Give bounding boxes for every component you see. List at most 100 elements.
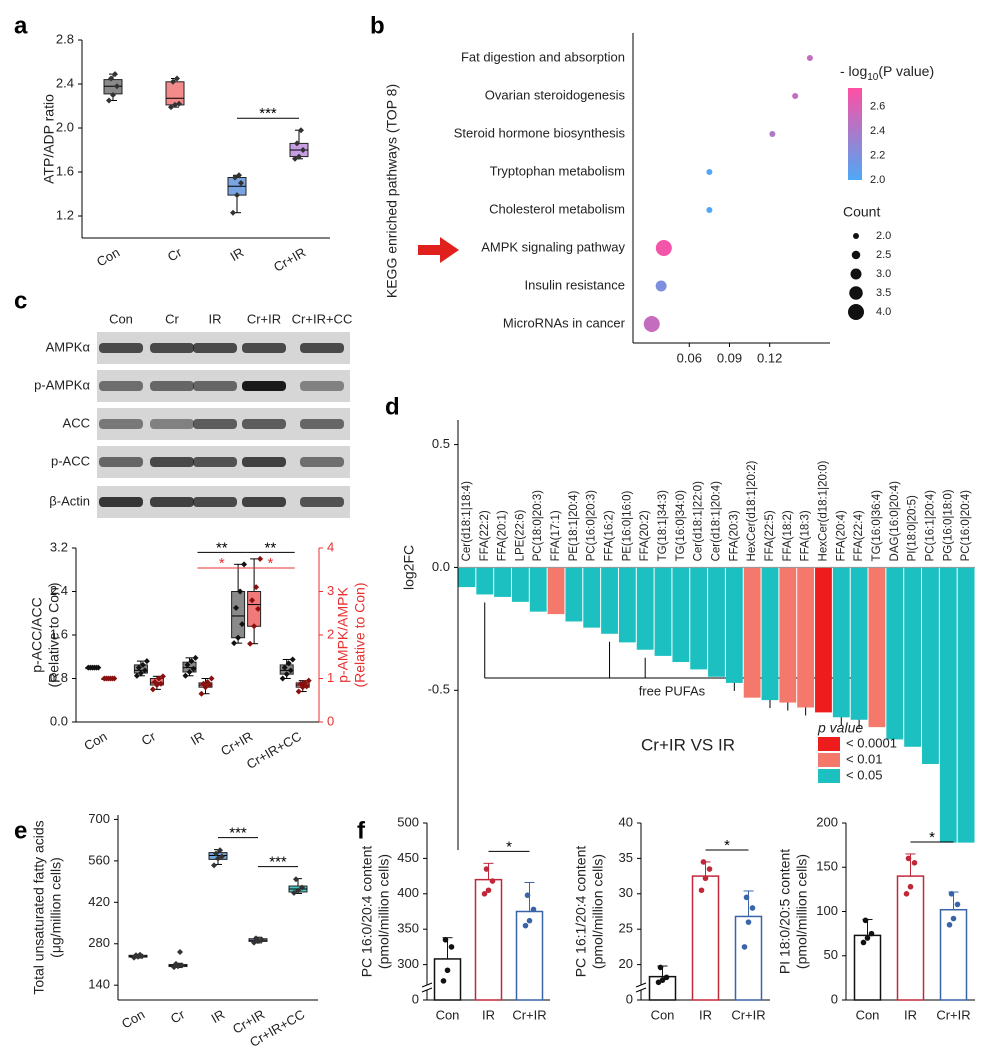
data-point xyxy=(249,597,256,604)
y-tick-label: 50 xyxy=(824,947,838,962)
data-point xyxy=(292,155,298,162)
legend-title: p value xyxy=(817,720,863,736)
data-point xyxy=(137,951,143,958)
data-point xyxy=(232,174,238,181)
data-point xyxy=(481,891,488,897)
axis-label: (pmol/million cells) xyxy=(590,854,606,969)
data-point xyxy=(485,887,492,894)
bar xyxy=(850,567,868,720)
lane-label: Cr xyxy=(165,311,179,326)
data-point xyxy=(137,670,144,677)
y-tick-label: 1.6 xyxy=(56,163,74,178)
blot-band xyxy=(300,497,344,507)
blot-band xyxy=(99,457,143,467)
category-label: PC(18:0|20:3) xyxy=(532,490,544,562)
row-label: β-Actin xyxy=(49,493,90,508)
bar xyxy=(636,567,654,650)
data-point xyxy=(95,664,102,671)
category-label: PE(18:1|20:4) xyxy=(568,491,580,562)
x-tick-label: Cr+IR xyxy=(731,1007,765,1022)
y-tick-label: 4 xyxy=(327,539,334,554)
bar xyxy=(939,567,957,843)
data-point xyxy=(173,960,179,967)
data-point xyxy=(239,621,246,628)
bar xyxy=(939,908,968,1001)
data-point xyxy=(440,978,447,984)
axis-break xyxy=(421,982,433,988)
row-label: p-AMPKα xyxy=(34,377,90,392)
panel-label: e xyxy=(14,817,27,844)
size-legend-label: 3.5 xyxy=(876,287,891,299)
axis-label: KEGG enriched pathways (TOP 8) xyxy=(384,84,400,298)
box xyxy=(165,81,185,106)
data-point xyxy=(182,672,189,679)
data-point xyxy=(238,180,244,186)
data-point xyxy=(234,192,240,199)
data-point xyxy=(954,901,961,908)
axis-label: Total unsaturated fatty acids xyxy=(31,820,47,994)
size-legend-label: 2.5 xyxy=(876,249,891,261)
category-label: HexCer(d18:1|20:0) xyxy=(817,460,829,561)
blot-band xyxy=(150,419,194,429)
x-tick-label: Cr xyxy=(139,728,159,748)
bar xyxy=(476,567,494,595)
x-tick-label: 0.09 xyxy=(717,350,742,365)
axis-break xyxy=(421,987,433,993)
dot xyxy=(769,131,776,137)
data-point xyxy=(133,672,140,679)
bar xyxy=(734,915,763,1001)
data-point xyxy=(215,855,221,862)
data-point xyxy=(135,664,142,671)
x-tick-label: Con xyxy=(119,1007,147,1032)
blot-band xyxy=(99,381,143,391)
category-label: HexCer(d18:1|20:2) xyxy=(746,460,758,561)
data-point xyxy=(141,667,148,674)
category-label: Insulin resistance xyxy=(525,277,625,292)
colorbar-title-part: (P value) xyxy=(878,63,934,79)
data-point xyxy=(522,922,529,929)
y-tick-label: 0 xyxy=(626,991,633,1006)
axis-label: (pmol/million cells) xyxy=(794,854,810,969)
panel-label: a xyxy=(14,12,28,39)
y-tick-label: 25 xyxy=(619,921,633,936)
y-tick-label: 500 xyxy=(397,814,419,829)
data-point xyxy=(176,100,182,107)
data-point xyxy=(112,71,118,78)
data-point xyxy=(291,889,297,896)
blot-band xyxy=(193,457,237,467)
x-tick-label: Cr xyxy=(165,244,185,264)
y-tick-label: 280 xyxy=(88,935,110,950)
legend-swatch xyxy=(818,769,840,783)
panel-label: d xyxy=(385,393,400,420)
category-label: FFA(18:3) xyxy=(800,510,812,561)
blot-band xyxy=(300,457,344,467)
data-point xyxy=(235,634,242,641)
colorbar-tick-label: 2.2 xyxy=(870,149,885,161)
bar xyxy=(672,567,690,663)
data-point xyxy=(749,905,756,911)
blot-band xyxy=(150,497,194,507)
colorbar xyxy=(848,88,862,180)
blot-band xyxy=(150,343,194,353)
axis-label: (μg/million cells) xyxy=(48,857,64,958)
y-tick-label: 2.4 xyxy=(50,583,68,598)
bar xyxy=(797,567,815,708)
axis-label: ATP/ADP ratio xyxy=(41,94,57,184)
bar xyxy=(779,567,797,703)
x-tick-label: IR xyxy=(904,1007,917,1022)
bar xyxy=(868,567,886,728)
dot xyxy=(655,280,667,292)
colorbar-tick-label: 2.4 xyxy=(870,125,885,137)
bar xyxy=(886,567,904,740)
data-point xyxy=(257,555,264,562)
x-tick-label: Con xyxy=(94,245,122,270)
bar xyxy=(511,567,529,602)
panel-label: b xyxy=(370,12,385,39)
bar xyxy=(957,567,975,843)
bar xyxy=(601,567,618,634)
data-point xyxy=(170,78,176,85)
data-point xyxy=(442,937,449,943)
bar xyxy=(565,567,583,622)
y-tick-label: 200 xyxy=(816,814,838,829)
x-tick-label: Cr xyxy=(168,1006,188,1026)
